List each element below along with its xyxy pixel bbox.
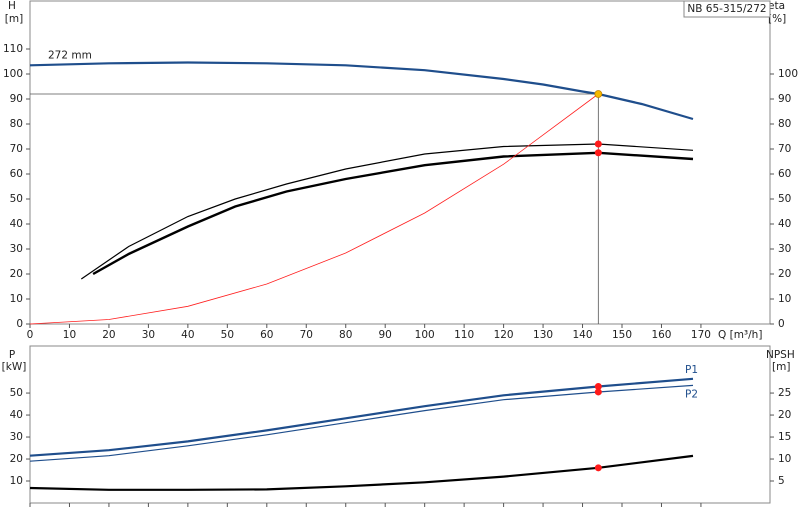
- operating-point: [594, 149, 602, 157]
- y2-tick-label: 25: [778, 387, 791, 399]
- y2-tick-label: 5: [778, 475, 785, 487]
- x-tick-label: 150: [612, 329, 632, 341]
- y-tick-label: 30: [10, 431, 23, 443]
- x-tick-label: 60: [260, 329, 273, 341]
- y-axis-title: H: [8, 0, 16, 12]
- x-axis-title: Q [m³/h]: [718, 329, 762, 341]
- y-tick-label: 50: [10, 193, 23, 205]
- y-axis-unit: [m]: [5, 13, 23, 25]
- y-tick-label: 40: [10, 218, 23, 230]
- x-tick-label: 70: [300, 329, 313, 341]
- y2-tick-label: 100: [778, 68, 798, 80]
- y2-tick-label: 80: [778, 118, 791, 130]
- x-tick-label: 50: [221, 329, 234, 341]
- y2-tick-label: 20: [778, 268, 791, 280]
- curve: [29, 93, 599, 325]
- y-axis-title: P: [9, 349, 15, 361]
- curve-label: P2: [685, 388, 698, 400]
- y2-tick-label: 40: [778, 218, 791, 230]
- x-tick-label: 0: [27, 329, 34, 341]
- y2-tick-label: 30: [778, 243, 791, 255]
- y-tick-label: 70: [10, 143, 23, 155]
- operating-point: [594, 140, 602, 148]
- y-tick-label: 0: [16, 318, 23, 330]
- curve: [29, 377, 694, 457]
- x-tick-label: 90: [379, 329, 392, 341]
- y2-tick-label: 90: [778, 93, 791, 105]
- y-tick-label: 60: [10, 168, 23, 180]
- curve: [29, 454, 694, 491]
- y-tick-label: 100: [3, 68, 23, 80]
- x-tick-label: 20: [102, 329, 115, 341]
- x-tick-label: 140: [573, 329, 593, 341]
- y2-tick-label: 20: [778, 409, 791, 421]
- x-tick-label: 80: [339, 329, 352, 341]
- y-tick-label: 40: [10, 409, 23, 421]
- y2-tick-label: 10: [778, 293, 791, 305]
- y-tick-label: 90: [10, 93, 23, 105]
- model-label-box: [683, 0, 771, 18]
- y-tick-label: 110: [3, 43, 23, 55]
- y2-tick-label: 10: [778, 453, 791, 465]
- y-tick-label: 80: [10, 118, 23, 130]
- y2-axis-title: eta: [768, 0, 785, 12]
- y-tick-label: 30: [10, 243, 23, 255]
- y2-tick-label: 50: [778, 193, 791, 205]
- y-axis-unit: [kW]: [2, 361, 27, 373]
- x-tick-label: 160: [651, 329, 671, 341]
- curve: [29, 384, 694, 462]
- x-tick-label: 30: [142, 329, 155, 341]
- model-label: NB 65-315/272: [687, 3, 766, 15]
- curve-label: 272 mm: [48, 49, 92, 61]
- x-tick-label: 170: [691, 329, 711, 341]
- curve: [29, 61, 694, 121]
- x-tick-label: 40: [181, 329, 194, 341]
- x-tick-label: 10: [63, 329, 76, 341]
- y-tick-label: 20: [10, 453, 23, 465]
- x-tick-label: 110: [454, 329, 474, 341]
- operating-point: [594, 90, 603, 98]
- y-tick-label: 10: [10, 293, 23, 305]
- operating-point: [594, 464, 602, 472]
- operating-point: [594, 382, 602, 390]
- y-tick-label: 20: [10, 268, 23, 280]
- y2-tick-label: 60: [778, 168, 791, 180]
- curve: [92, 151, 694, 276]
- curve-label: P1: [685, 364, 698, 376]
- y2-axis-unit: [m]: [772, 361, 790, 373]
- y2-tick-label: 70: [778, 143, 791, 155]
- operating-point: [594, 388, 602, 396]
- y2-axis-title: NPSH: [766, 349, 795, 361]
- x-tick-label: 100: [415, 329, 435, 341]
- plot-frame: [29, 0, 771, 325]
- y2-tick-label: 0: [778, 318, 785, 330]
- curve: [80, 143, 694, 280]
- y2-axis-unit: [%]: [768, 13, 786, 25]
- x-tick-label: 120: [494, 329, 514, 341]
- y-tick-label: 50: [10, 387, 23, 399]
- plot-frame: [29, 345, 771, 504]
- x-tick-label: 130: [533, 329, 553, 341]
- y2-tick-label: 15: [778, 431, 791, 443]
- y-tick-label: 10: [10, 475, 23, 487]
